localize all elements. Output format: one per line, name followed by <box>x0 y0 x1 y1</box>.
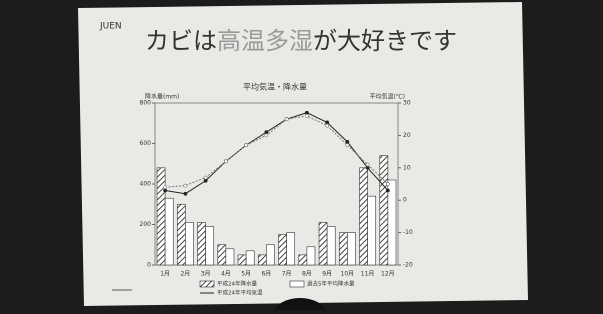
point <box>184 192 187 195</box>
bar <box>319 222 327 265</box>
bar <box>279 235 287 265</box>
bar <box>226 249 234 265</box>
y-tick-label: 0 <box>147 262 151 269</box>
y2-tick-label: 10 <box>403 164 411 171</box>
y2-tick-label: -20 <box>403 262 413 269</box>
page: {"slide":{"logo":"JUEN","title_parts":["… <box>0 0 603 310</box>
y2-tick-label: 20 <box>403 132 411 139</box>
point <box>184 184 187 187</box>
bar <box>157 168 165 265</box>
x-tick-label: 10月 <box>341 271 355 278</box>
slide-title: カビは高温多湿が大好きです <box>145 27 457 55</box>
x-tick-label: 2月 <box>180 271 190 278</box>
legend-label: 平成24年平均気温 <box>217 289 263 297</box>
bar <box>238 255 246 265</box>
point <box>285 118 288 121</box>
bar <box>266 245 274 265</box>
bar <box>360 168 368 265</box>
y2-tick-label: 30 <box>403 100 411 107</box>
logo: JUEN <box>99 22 122 32</box>
bar <box>258 255 266 265</box>
x-tick-label: 7月 <box>282 271 292 278</box>
y-tick-label: 200 <box>140 221 152 228</box>
point <box>245 144 248 147</box>
bar <box>198 222 206 265</box>
bar <box>299 255 307 265</box>
point <box>265 134 268 137</box>
chart-title: 平均気温・降水量 <box>243 82 307 92</box>
bar <box>165 198 173 265</box>
point <box>204 179 207 182</box>
x-tick-label: 1月 <box>160 271 170 278</box>
point <box>164 189 167 192</box>
title-part: が大好きです <box>313 27 457 55</box>
bar <box>246 251 254 265</box>
bar <box>287 233 295 265</box>
bar <box>380 156 388 265</box>
y-tick-label: 600 <box>140 140 152 147</box>
point <box>366 166 369 169</box>
bar <box>388 180 396 265</box>
legend-swatch <box>290 281 304 287</box>
point <box>305 111 308 114</box>
bar <box>307 247 315 265</box>
point <box>326 124 329 127</box>
title-part: 高温多湿 <box>217 27 313 55</box>
point <box>346 144 349 147</box>
point <box>305 114 308 117</box>
bar <box>347 233 355 265</box>
x-tick-label: 12月 <box>381 271 395 278</box>
y2-tick-label: -10 <box>403 229 413 236</box>
y-tick-label: 800 <box>140 100 152 107</box>
bar <box>368 196 376 265</box>
point <box>204 176 207 179</box>
bar <box>327 227 335 265</box>
title-part: カビは <box>145 27 217 55</box>
legend-label: 平成24年降水量 <box>217 280 257 288</box>
point <box>265 131 268 134</box>
bar <box>185 222 193 265</box>
x-tick-label: 11月 <box>361 271 375 278</box>
bar <box>339 233 347 265</box>
x-tick-label: 6月 <box>261 271 271 278</box>
x-tick-label: 9月 <box>322 271 332 278</box>
x-tick-label: 8月 <box>302 271 312 278</box>
legend-label: 過去5年平均降水量 <box>307 280 355 288</box>
point <box>386 189 389 192</box>
point <box>326 121 329 124</box>
x-tick-label: 4月 <box>221 271 231 278</box>
point <box>386 182 389 185</box>
y-tick-label: 400 <box>140 181 152 188</box>
y2-tick-label: 0 <box>403 197 407 204</box>
point <box>224 160 227 163</box>
bar <box>177 204 185 265</box>
point <box>366 163 369 166</box>
bar <box>218 245 226 265</box>
point <box>164 186 167 189</box>
x-tick-label: 5月 <box>241 271 251 278</box>
point <box>346 140 349 143</box>
bar <box>206 227 214 265</box>
y2-axis-title: 平均気温(℃) <box>370 93 405 101</box>
legend-swatch <box>200 281 214 287</box>
x-tick-label: 3月 <box>201 271 211 278</box>
screenshot: JUEN カビは高温多湿が大好きです 平均気温・降水量 降水量(mm) 平均気温… <box>0 0 603 310</box>
